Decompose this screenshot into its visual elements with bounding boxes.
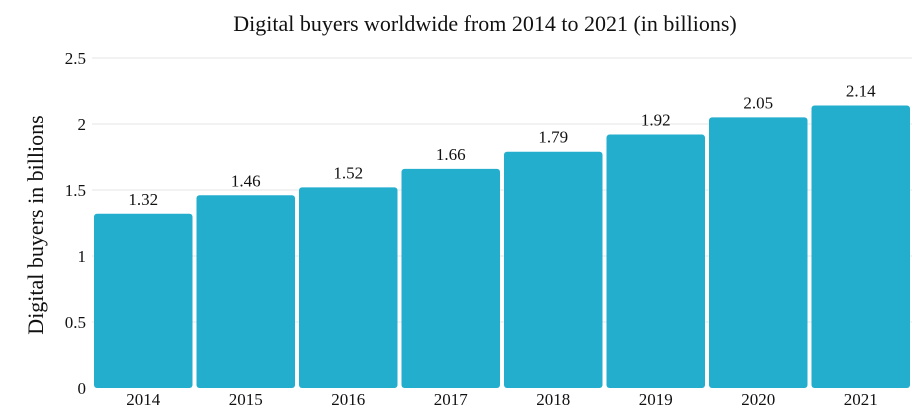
bar-2020 [709,117,808,389]
x-tick-label: 2017 [434,390,469,409]
bar-2015 [196,195,295,388]
bar-2019 [606,134,705,388]
y-tick-label: 2 [78,115,87,134]
chart-title: Digital buyers worldwide from 2014 to 20… [233,11,737,36]
data-label: 1.52 [333,163,363,182]
bar-2017 [401,168,500,388]
data-label: 1.66 [436,145,466,164]
x-tick-label: 2014 [126,390,161,409]
x-tick-label: 2019 [639,390,673,409]
x-tick-label: 2018 [536,390,570,409]
bar-2021 [811,105,910,389]
data-label: 1.92 [641,111,671,130]
y-tick-label: 0 [78,379,87,398]
bars [94,105,910,389]
y-tick-label: 0.5 [65,313,86,332]
data-label: 1.79 [538,128,568,147]
x-tick-label: 2016 [331,390,365,409]
bar-2016 [299,187,398,388]
data-label: 1.32 [128,190,158,209]
y-tick-label: 2.5 [65,49,86,68]
x-tick-label: 2015 [229,390,263,409]
data-labels: 1.32 1.46 1.52 1.66 1.79 1.92 2.05 2.14 [128,82,876,209]
y-tick-label: 1 [78,247,87,266]
data-label: 1.46 [231,171,261,190]
bar-2014 [94,213,193,388]
y-tick-label: 1.5 [65,181,86,200]
y-axis-ticks: 0 0.5 1 1.5 2 2.5 [65,49,86,398]
y-axis-title: Digital buyers in billions [23,115,48,334]
x-tick-label: 2021 [844,390,878,409]
data-label: 2.14 [846,82,876,101]
bar-2018 [504,151,603,388]
x-axis-ticks: 2014 2015 2016 2017 2018 2019 2020 2021 [126,390,878,409]
x-tick-label: 2020 [741,390,775,409]
data-label: 2.05 [743,93,773,112]
